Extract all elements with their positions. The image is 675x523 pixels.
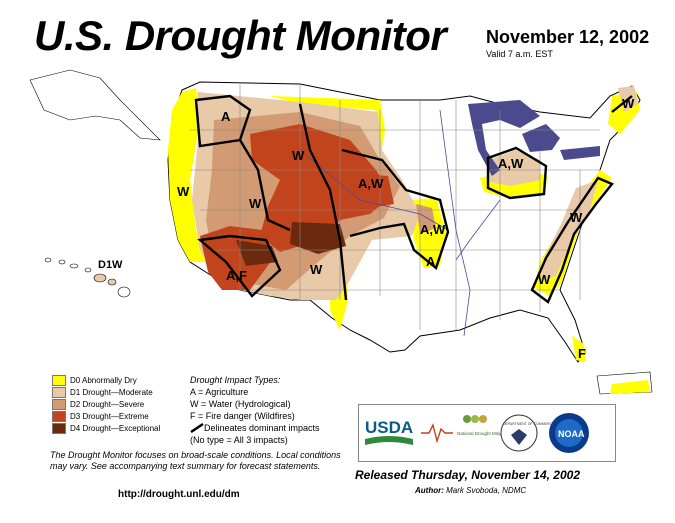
delineates-row: Delineates dominant impacts bbox=[190, 422, 320, 434]
impact-types: Drought Impact Types: A = Agriculture W … bbox=[190, 374, 320, 446]
state-boundaries bbox=[190, 84, 600, 330]
noaa-logo: NOAA bbox=[558, 429, 585, 439]
legend-swatch bbox=[52, 374, 66, 386]
label-f-fl: F bbox=[578, 346, 586, 361]
label-a-pnw: A bbox=[221, 109, 231, 124]
label-w-se: W bbox=[538, 272, 551, 287]
legend-label: D3 Drought—Extreme bbox=[70, 411, 149, 421]
release-date: Released Thursday, November 14, 2002 bbox=[355, 468, 580, 482]
impact-heading: Drought Impact Types: bbox=[190, 375, 281, 385]
legend-label: D2 Drought—Severe bbox=[70, 399, 145, 409]
legend-item: D3 Drought—Extreme bbox=[52, 410, 160, 422]
d4-az bbox=[236, 240, 278, 266]
legend-item: D1 Drought—Moderate bbox=[52, 386, 160, 398]
d4-co bbox=[290, 222, 346, 254]
rivers bbox=[299, 109, 501, 337]
d0-west-coast bbox=[168, 88, 206, 262]
label-aw-mi: A,W bbox=[498, 156, 524, 171]
label-aw-mo: A,W bbox=[420, 222, 446, 237]
map-date: November 12, 2002 bbox=[486, 27, 650, 47]
legend-swatch bbox=[52, 410, 66, 422]
label-w-mid: W bbox=[570, 210, 583, 225]
legend-item: D0 Abnormally Dry bbox=[52, 374, 160, 386]
legend-swatch bbox=[52, 422, 66, 434]
author-name: Mark Svoboda, NDMC bbox=[446, 486, 527, 495]
hawaii bbox=[44, 257, 131, 298]
label-w-mt: W bbox=[292, 148, 305, 163]
drought-legend: D0 Abnormally Dry D1 Drought—Moderate D2… bbox=[52, 374, 160, 434]
impact-none: (No type = All 3 impacts) bbox=[190, 435, 288, 445]
puerto-rico-d0 bbox=[610, 380, 650, 394]
disclaimer-note: The Drought Monitor focuses on broad-sca… bbox=[50, 450, 341, 471]
d2-mo bbox=[416, 204, 436, 234]
legend-swatch bbox=[52, 398, 66, 410]
agency-logos: USDA National Drought Mitigation Center … bbox=[358, 404, 616, 462]
d1-east bbox=[540, 180, 598, 282]
impact-type-f: F = Fire danger (Wildfires) bbox=[190, 411, 295, 421]
author-label: Author: bbox=[415, 486, 444, 495]
great-lakes bbox=[468, 100, 600, 176]
legend-label: D0 Abnormally Dry bbox=[70, 375, 137, 385]
d0-florida bbox=[572, 336, 586, 362]
legend-label: D4 Drought—Exceptional bbox=[70, 423, 161, 433]
valid-time: Valid 7 a.m. EST bbox=[486, 49, 553, 59]
label-w-tx: W bbox=[310, 262, 323, 277]
ndmc-text: National Drought Mitigation Center bbox=[457, 431, 527, 436]
label-w-nv: W bbox=[249, 196, 262, 211]
label-w-me: W bbox=[622, 96, 635, 111]
label-aw-ne: A,W bbox=[358, 176, 384, 191]
logo-strip: USDA National Drought Mitigation Center … bbox=[363, 413, 589, 453]
impact-line-icon bbox=[190, 423, 204, 433]
label-af-az: A,F bbox=[226, 268, 247, 283]
author-line: Author: Mark Svoboda, NDMC bbox=[415, 486, 526, 495]
impact-type-w: W = Water (Hydrological) bbox=[190, 399, 291, 409]
label-a-ok: A bbox=[426, 254, 436, 269]
impact-type-a: A = Agriculture bbox=[190, 387, 249, 397]
legend-swatch bbox=[52, 386, 66, 398]
alaska bbox=[29, 69, 161, 141]
label-w-nw: W bbox=[177, 184, 190, 199]
d3-wy-co bbox=[250, 124, 392, 252]
d3-sw bbox=[200, 226, 272, 290]
legend-item: D2 Drought—Severe bbox=[52, 398, 160, 410]
impact-lines bbox=[194, 94, 633, 304]
ndmc-logo: National Drought Mitigation Center bbox=[457, 415, 527, 436]
delineates-label: Delineates dominant impacts bbox=[204, 423, 320, 433]
d0-north-border bbox=[270, 96, 385, 160]
usda-logo: USDA bbox=[365, 418, 413, 437]
legend-item: D4 Drought—Exceptional bbox=[52, 422, 160, 434]
legend-label: D1 Drought—Moderate bbox=[70, 387, 153, 397]
d1-mi bbox=[488, 150, 540, 186]
doc-seal-text: DEPARTMENT OF COMMERCE bbox=[503, 422, 555, 426]
page-title: U.S. Drought Monitor bbox=[34, 12, 447, 59]
label-hawaii: D1W bbox=[98, 259, 123, 271]
source-url[interactable]: http://drought.unl.edu/dm bbox=[118, 489, 240, 500]
